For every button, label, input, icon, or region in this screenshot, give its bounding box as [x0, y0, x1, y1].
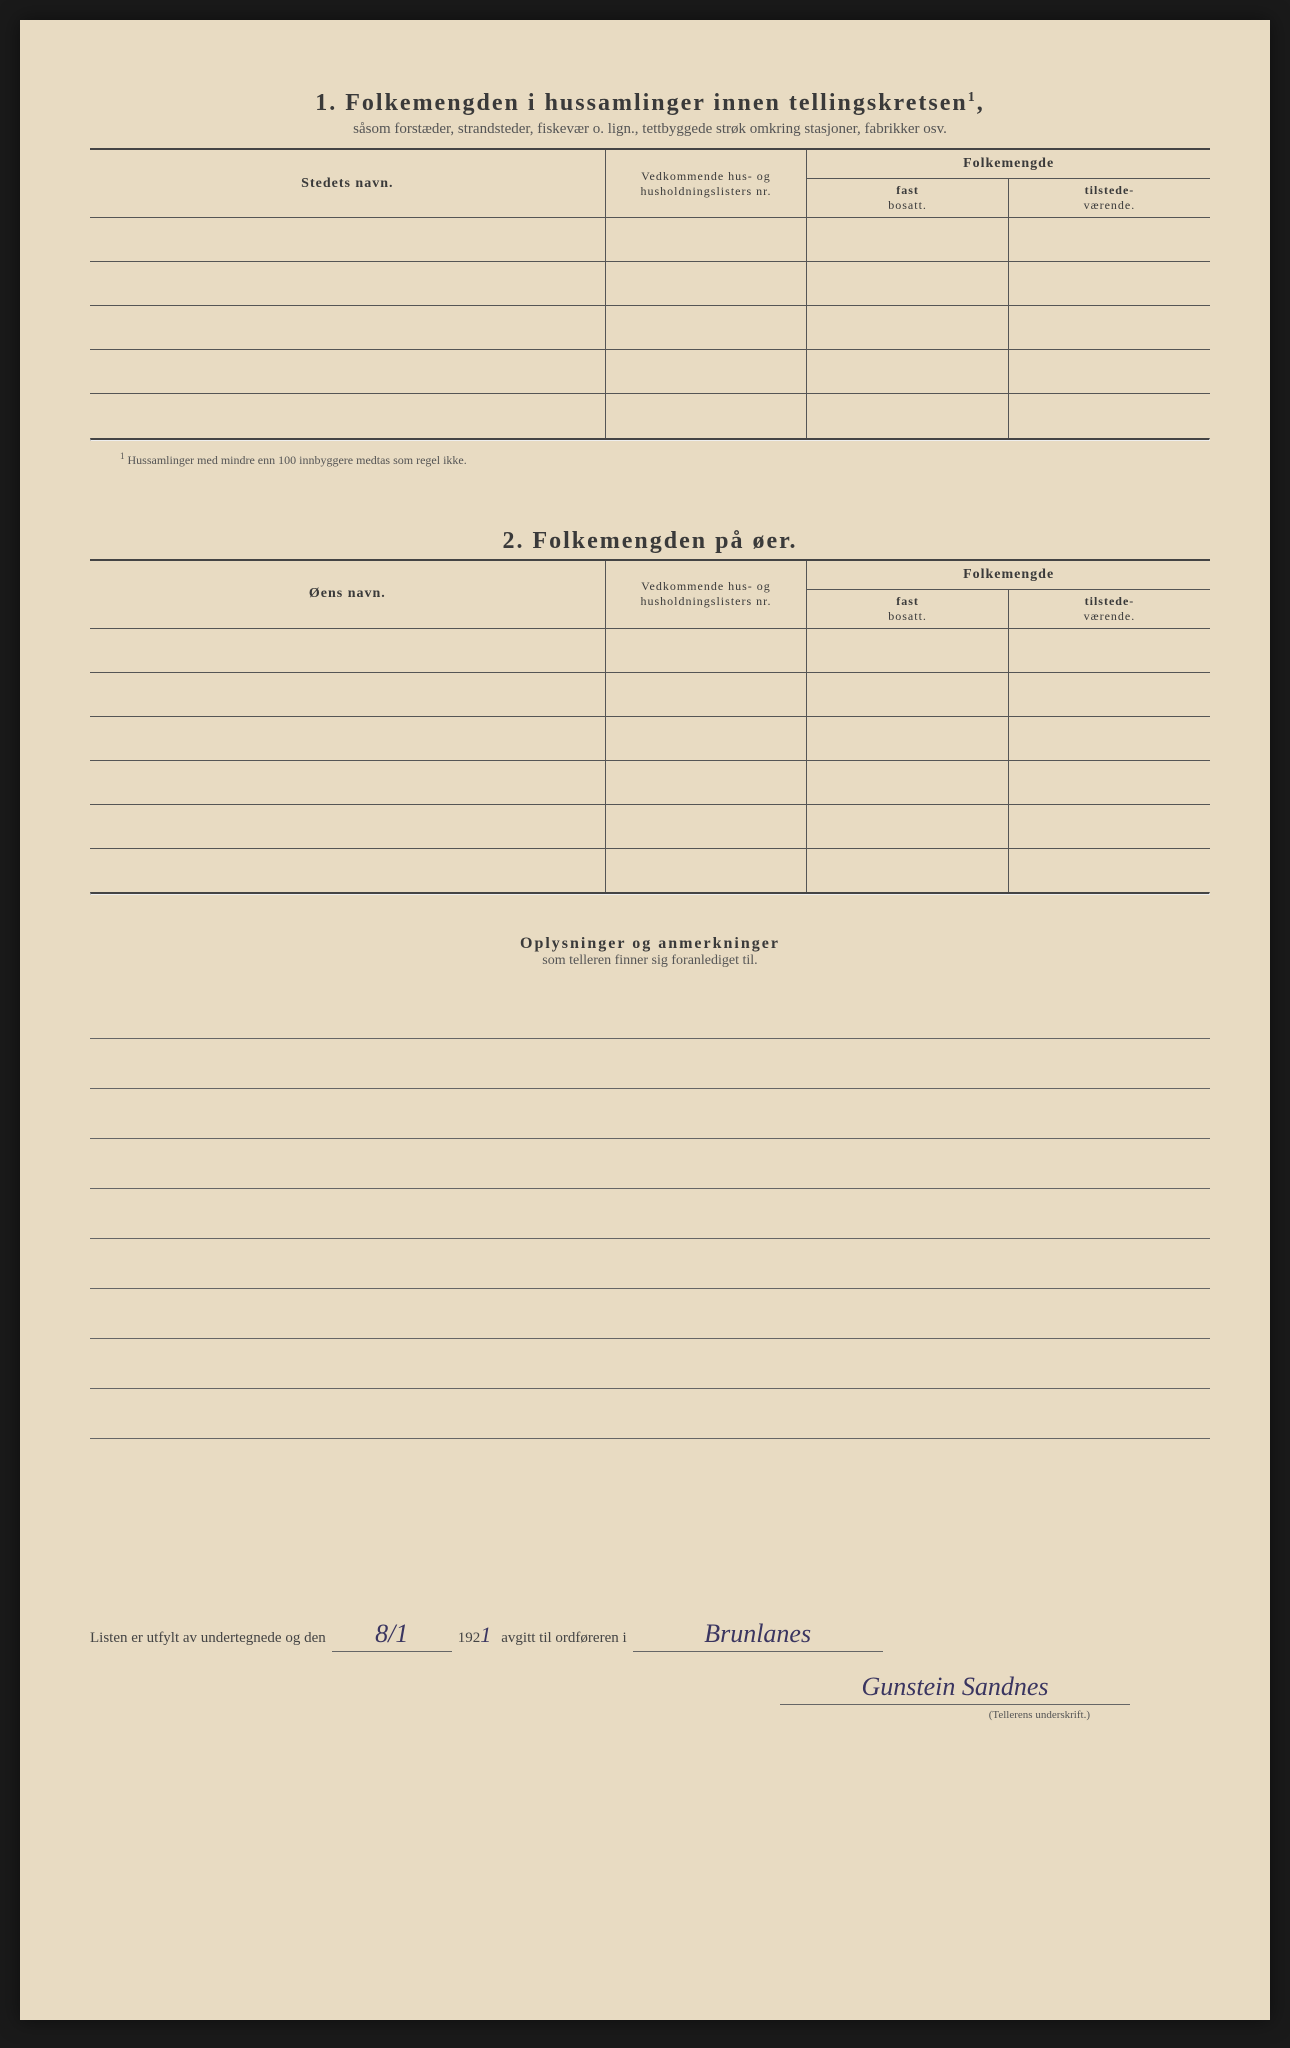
notes-line [90, 1389, 1210, 1439]
table-row [90, 716, 1210, 760]
section-1: 1. Folkemengden i hussamlinger innen tel… [90, 90, 1210, 468]
table-row [90, 394, 1210, 438]
col-folkemengde-2: Folkemengde [807, 561, 1210, 590]
sig-date: 8/1 [375, 1619, 408, 1648]
col-tilstede-2: tilstede- værende. [1008, 589, 1210, 628]
notes-line [90, 1339, 1210, 1389]
table-row [90, 804, 1210, 848]
col-lists-2: Vedkommende hus- og husholdningslisters … [605, 561, 807, 629]
section2-title: 2. Folkemengden på øer. [90, 528, 1210, 555]
table-row [90, 306, 1210, 350]
signature-line: Listen er utfylt av undertegnede og den … [90, 1619, 1210, 1652]
section1-title-text: Folkemengden i hussamlinger innen tellin… [345, 90, 968, 116]
sig-middle: avgitt til ordføreren i [501, 1630, 626, 1647]
section-2: 2. Folkemengden på øer. Øens navn. Vedko… [90, 528, 1210, 896]
sig-name-row: Gunstein Sandnes [90, 1672, 1210, 1705]
notes-line [90, 1239, 1210, 1289]
col-fast: fast bosatt. [807, 179, 1009, 218]
table-row [90, 350, 1210, 394]
section2-title-text: Folkemengden på øer. [532, 528, 797, 554]
notes-section: Oplysninger og anmerkninger som telleren… [90, 935, 1210, 1439]
section1-subtitle: såsom forstæder, strandsteder, fiskevær … [90, 121, 1210, 138]
section1-number: 1. [315, 90, 337, 116]
notes-line [90, 1139, 1210, 1189]
table-row [90, 672, 1210, 716]
section1-bottom-rule [90, 438, 1210, 441]
section1-sup: 1 [968, 90, 977, 105]
col-oens-navn: Øens navn. [90, 561, 605, 629]
signature-block: Listen er utfylt av undertegnede og den … [90, 1619, 1210, 1721]
sig-prefix: Listen er utfylt av undertegnede og den [90, 1630, 326, 1647]
sig-place-fill: Brunlanes [633, 1619, 883, 1652]
section2-rows [90, 628, 1210, 892]
section2-bottom-rule [90, 892, 1210, 895]
sig-name: Gunstein Sandnes [861, 1672, 1048, 1701]
sig-place: Brunlanes [704, 1619, 811, 1648]
table-row [90, 760, 1210, 804]
col-fast-2: fast bosatt. [807, 589, 1009, 628]
table-row [90, 262, 1210, 306]
col-folkemengde: Folkemengde [807, 150, 1210, 179]
notes-line [90, 1089, 1210, 1139]
section1-table: Stedets navn. Vedkommende hus- og hushol… [90, 150, 1210, 438]
section1-title: 1. Folkemengden i hussamlinger innen tel… [90, 90, 1210, 117]
notes-line [90, 1039, 1210, 1089]
table-row [90, 848, 1210, 892]
notes-line [90, 1189, 1210, 1239]
sig-name-fill: Gunstein Sandnes [780, 1672, 1130, 1705]
census-form-page: 1. Folkemengden i hussamlinger innen tel… [20, 20, 1270, 2020]
sig-year-digit: 1 [480, 1622, 491, 1648]
col-stedets-navn: Stedets navn. [90, 150, 605, 218]
section1-rows [90, 218, 1210, 438]
sig-date-fill: 8/1 [332, 1619, 452, 1652]
col-lists: Vedkommende hus- og husholdningslisters … [605, 150, 807, 218]
section2-number: 2. [502, 528, 524, 554]
notes-subtitle: som telleren finner sig foranlediget til… [90, 953, 1210, 969]
table-row [90, 218, 1210, 262]
section1-footnote: 1 Hussamlinger med mindre enn 100 innbyg… [120, 451, 1210, 468]
table-row [90, 628, 1210, 672]
notes-line [90, 1289, 1210, 1339]
col-tilstede: tilstede- værende. [1008, 179, 1210, 218]
notes-title: Oplysninger og anmerkninger [90, 935, 1210, 953]
section2-table: Øens navn. Vedkommende hus- og husholdni… [90, 561, 1210, 893]
sig-caption: (Tellerens underskrift.) [90, 1709, 1210, 1721]
sig-year-prefix: 192 [458, 1630, 481, 1647]
notes-line [90, 989, 1210, 1039]
